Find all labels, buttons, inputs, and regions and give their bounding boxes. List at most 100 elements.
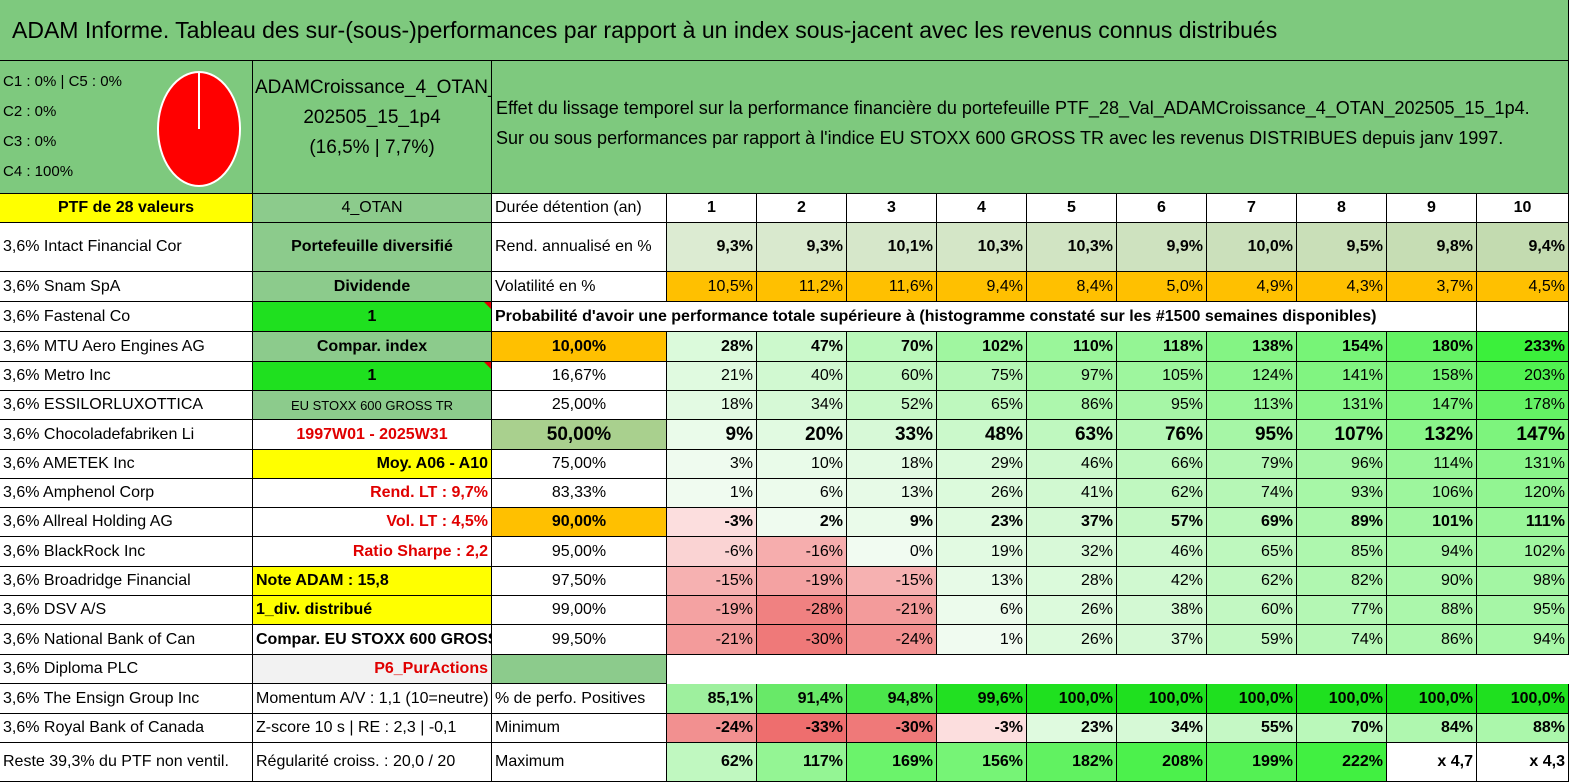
quantile-value[interactable]: 62% <box>1117 479 1207 508</box>
quantile-value[interactable]: 10% <box>757 450 847 479</box>
positive-value[interactable]: 85,1% <box>667 684 757 714</box>
max-value[interactable]: 182% <box>1027 743 1117 782</box>
quantile-value[interactable]: 94% <box>1387 537 1477 567</box>
quantile-value[interactable]: -6% <box>667 537 757 567</box>
info-cell[interactable]: EU STOXX 600 GROSS TR <box>253 391 492 420</box>
sheet-title[interactable]: ADAM Informe. Tableau des sur-(sous-)per… <box>0 0 1569 61</box>
quantile-value[interactable]: 132% <box>1387 420 1477 450</box>
max-value[interactable]: 62% <box>667 743 757 782</box>
quantile-label[interactable]: 95,00% <box>492 537 667 567</box>
quantile-value[interactable]: 46% <box>1117 537 1207 567</box>
quantile-value[interactable]: 154% <box>1297 332 1387 362</box>
quantile-value[interactable]: -15% <box>847 567 937 596</box>
quantile-value[interactable]: 93% <box>1297 479 1387 508</box>
quantile-value[interactable]: 60% <box>1207 596 1297 625</box>
holding-row[interactable]: 3,6% Intact Financial Cor <box>0 223 253 272</box>
min-value[interactable]: 88% <box>1477 714 1569 743</box>
min-value[interactable]: 84% <box>1387 714 1477 743</box>
quantile-value[interactable]: 41% <box>1027 479 1117 508</box>
holding-row[interactable]: 3,6% Amphenol Corp <box>0 479 253 508</box>
quantile-value[interactable]: 19% <box>937 537 1027 567</box>
quantile-value[interactable]: 94% <box>1477 625 1569 655</box>
year-header[interactable]: 2 <box>757 194 847 223</box>
holding-row[interactable]: 3,6% MTU Aero Engines AG <box>0 332 253 362</box>
quantile-value[interactable]: 18% <box>667 391 757 420</box>
positive-label[interactable]: % de perfo. Positives <box>492 684 667 714</box>
quantile-value[interactable]: 90% <box>1387 567 1477 596</box>
positive-value[interactable]: 100,0% <box>1477 684 1569 714</box>
holding-row[interactable]: 3,6% Metro Inc <box>0 362 253 391</box>
quantile-value[interactable]: 233% <box>1477 332 1569 362</box>
quantile-value[interactable]: 101% <box>1387 508 1477 537</box>
info-cell[interactable]: 1997W01 - 2025W31 <box>253 420 492 450</box>
year-header[interactable]: 8 <box>1297 194 1387 223</box>
quantile-value[interactable]: 107% <box>1297 420 1387 450</box>
quantile-value[interactable]: 76% <box>1117 420 1207 450</box>
info-cell[interactable]: Compar. index <box>253 332 492 362</box>
holding-row[interactable]: 3,6% Diploma PLC <box>0 655 253 684</box>
info-cell[interactable]: Rend. LT : 9,7% <box>253 479 492 508</box>
quantile-value[interactable]: 52% <box>847 391 937 420</box>
holding-row[interactable]: 3,6% National Bank of Can <box>0 625 253 655</box>
year-header[interactable]: 5 <box>1027 194 1117 223</box>
holding-row[interactable]: 3,6% Snam SpA <box>0 272 253 302</box>
rend-value[interactable]: 9,3% <box>757 223 847 272</box>
quantile-value[interactable]: 120% <box>1477 479 1569 508</box>
quantile-value[interactable]: 180% <box>1387 332 1477 362</box>
info-cell[interactable]: Compar. EU STOXX 600 GROSS TR <box>253 625 492 655</box>
quantile-value[interactable]: 131% <box>1477 450 1569 479</box>
quantile-value[interactable]: -19% <box>667 596 757 625</box>
quantile-value[interactable]: -16% <box>757 537 847 567</box>
portfolio-count[interactable]: PTF de 28 valeurs <box>0 194 253 223</box>
rend-value[interactable]: 10,1% <box>847 223 937 272</box>
holding-row[interactable]: 3,6% The Ensign Group Inc <box>0 684 253 714</box>
holding-row[interactable]: 3,6% Allreal Holding AG <box>0 508 253 537</box>
rend-value[interactable]: 9,3% <box>667 223 757 272</box>
quantile-value[interactable]: 9% <box>847 508 937 537</box>
quantile-value[interactable]: 105% <box>1117 362 1207 391</box>
quantile-value[interactable]: 65% <box>1207 537 1297 567</box>
vol-value[interactable]: 11,6% <box>847 272 937 302</box>
year-header[interactable]: 10 <box>1477 194 1569 223</box>
rend-value[interactable]: 9,9% <box>1117 223 1207 272</box>
year-header[interactable]: 9 <box>1387 194 1477 223</box>
positive-value[interactable]: 100,0% <box>1297 684 1387 714</box>
holding-row[interactable]: 3,6% Chocoladefabriken Li <box>0 420 253 450</box>
quantile-value[interactable]: 74% <box>1297 625 1387 655</box>
quantile-value[interactable]: 26% <box>1027 596 1117 625</box>
quantile-value[interactable]: 102% <box>937 332 1027 362</box>
quantile-value[interactable]: 3% <box>667 450 757 479</box>
quantile-value[interactable]: 96% <box>1297 450 1387 479</box>
vol-value[interactable]: 11,2% <box>757 272 847 302</box>
composition-legend[interactable]: C1 : 0% | C5 : 0% C2 : 0% C3 : 0% C4 : 100% <box>0 61 253 194</box>
positive-value[interactable]: 94,8% <box>847 684 937 714</box>
quantile-label[interactable]: 10,00% <box>492 332 667 362</box>
quantile-value[interactable]: -19% <box>757 567 847 596</box>
quantile-value[interactable]: 62% <box>1207 567 1297 596</box>
quantile-value[interactable]: -3% <box>667 508 757 537</box>
quantile-value[interactable]: -24% <box>847 625 937 655</box>
quantile-value[interactable]: 13% <box>937 567 1027 596</box>
quantile-label[interactable]: 97,50% <box>492 567 667 596</box>
min-value[interactable]: 34% <box>1117 714 1207 743</box>
positive-value[interactable]: 100,0% <box>1207 684 1297 714</box>
quantile-value[interactable]: 65% <box>937 391 1027 420</box>
holding-row[interactable]: 3,6% AMETEK Inc <box>0 450 253 479</box>
quantile-value[interactable]: 79% <box>1207 450 1297 479</box>
quantile-value[interactable]: 118% <box>1117 332 1207 362</box>
positive-value[interactable]: 99,6% <box>937 684 1027 714</box>
quantile-value[interactable]: 20% <box>757 420 847 450</box>
holding-row[interactable]: 3,6% Fastenal Co <box>0 302 253 332</box>
quantile-value[interactable]: 46% <box>1027 450 1117 479</box>
quantile-label[interactable]: 83,33% <box>492 479 667 508</box>
max-value[interactable]: 208% <box>1117 743 1207 782</box>
quantile-value[interactable]: 38% <box>1117 596 1207 625</box>
holding-row[interactable]: 3,6% Royal Bank of Canada <box>0 714 253 743</box>
quantile-value[interactable]: 74% <box>1207 479 1297 508</box>
rend-value[interactable]: 9,8% <box>1387 223 1477 272</box>
rend-value[interactable]: 10,3% <box>937 223 1027 272</box>
vol-value[interactable]: 3,7% <box>1387 272 1477 302</box>
quantile-value[interactable]: 131% <box>1297 391 1387 420</box>
quantile-value[interactable]: 13% <box>847 479 937 508</box>
quantile-value[interactable]: -28% <box>757 596 847 625</box>
